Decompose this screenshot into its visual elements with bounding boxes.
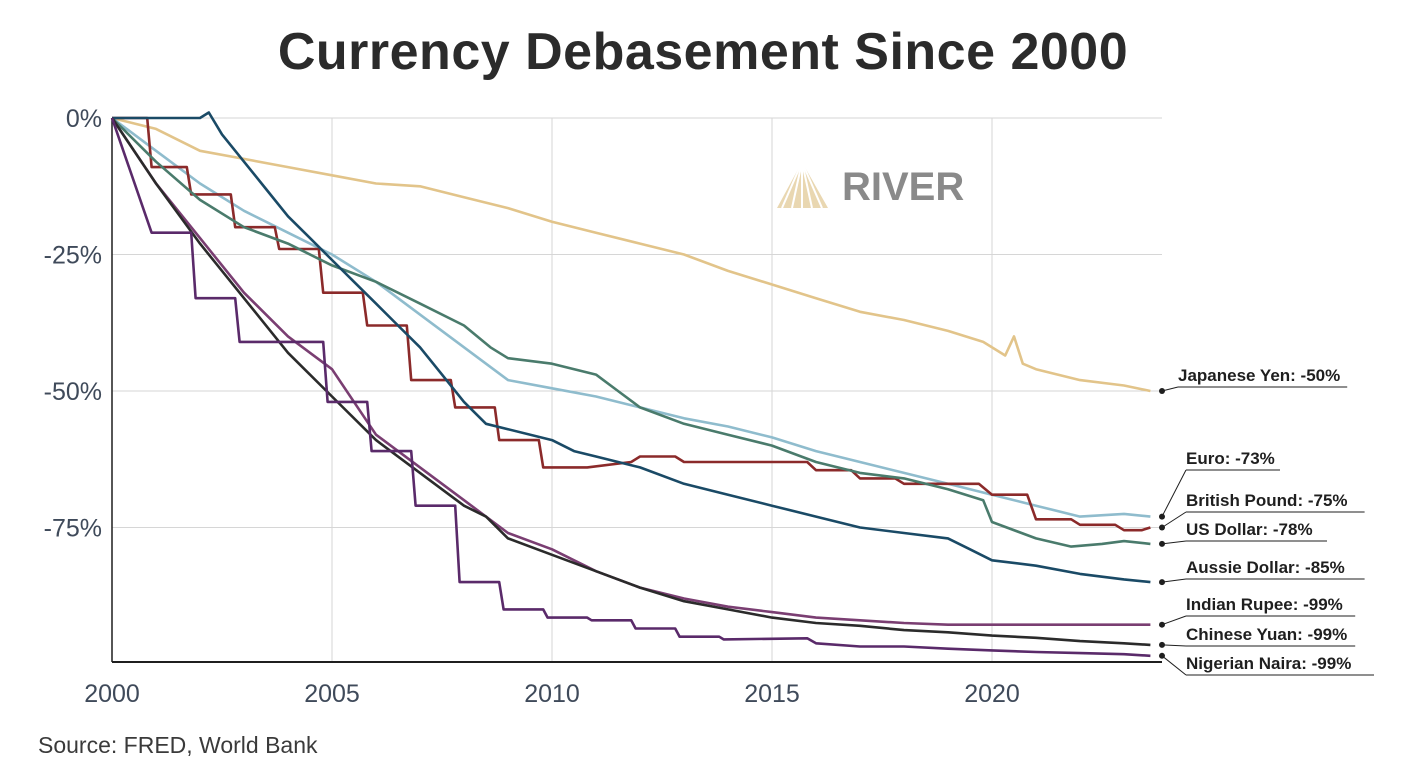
leader-line (1161, 578, 1187, 583)
chart-source: Source: FRED, World Bank (38, 732, 318, 758)
end-marker (1159, 388, 1165, 394)
end-label-british-pound: British Pound: -75% (1186, 491, 1348, 510)
y-tick-label: -75% (44, 515, 102, 543)
watermark: RIVER (777, 161, 964, 209)
end-label-indian-rupee: Indian Rupee: -99% (1186, 595, 1343, 614)
x-tick-label: 2010 (524, 680, 580, 708)
series-line-indian-rupee (110, 117, 1151, 626)
series-line-aussie-dollar (112, 111, 1151, 584)
end-label-euro: Euro: -73% (1186, 449, 1275, 468)
end-marker (1159, 524, 1165, 531)
x-tick-label: 2015 (744, 680, 800, 708)
end-label-us-dollar: US Dollar: -78% (1186, 520, 1313, 539)
end-marker (1159, 652, 1165, 659)
end-marker (1159, 579, 1165, 586)
end-marker (1159, 641, 1165, 648)
end-marker (1159, 513, 1165, 520)
end-label-chinese-yuan: Chinese Yuan: -99% (1186, 625, 1347, 644)
chart-title: Currency Debasement Since 2000 (277, 23, 1129, 81)
end-marker (1159, 540, 1165, 547)
leader-line (1161, 469, 1187, 517)
axis-layer: 0% -25% -50% -75% 2000 2005 2010 2015 2020 (44, 105, 1162, 708)
end-label-aussie-dollar: Aussie Dollar: -85% (1186, 558, 1345, 577)
x-tick-label: 2000 (84, 680, 140, 708)
series-layer (110, 111, 1151, 658)
end-label-nigerian-naira: Nigerian Naira: -99% (1186, 654, 1351, 673)
end-label-japanese-yen: Japanese Yen: -50% (1178, 366, 1340, 385)
end-marker (1159, 621, 1165, 628)
series-line-british-pound (112, 116, 1151, 532)
leader-line (1161, 655, 1187, 676)
leader-line (1161, 615, 1187, 626)
series-line-us-dollar (111, 117, 1151, 548)
y-tick-label: 0% (66, 105, 102, 133)
series-line-japanese-yen (111, 116, 1151, 393)
y-tick-label: -25% (44, 242, 102, 270)
y-tick-label: -50% (44, 378, 102, 406)
leader-line (1161, 511, 1187, 528)
x-tick-label: 2020 (964, 680, 1020, 708)
series-line-nigerian-naira (110, 117, 1151, 658)
grid-layer (112, 117, 1162, 662)
x-tick-label: 2005 (304, 680, 360, 708)
end-labels: Japanese Yen: -50% Euro: -73% British Poun… (1159, 366, 1374, 676)
watermark-text: RIVER (842, 165, 964, 209)
leader-line (1161, 644, 1187, 647)
series-line-chinese-yuan (110, 117, 1151, 647)
river-logo-icon (777, 161, 828, 209)
leader-line (1161, 540, 1187, 545)
